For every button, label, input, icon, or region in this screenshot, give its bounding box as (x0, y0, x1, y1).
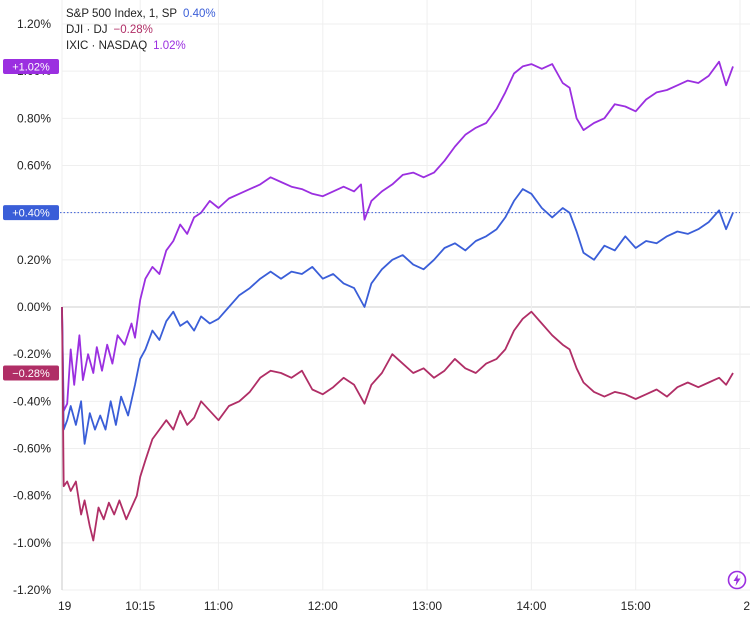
series-line[interactable] (61, 306, 734, 542)
x-tick-label: 14:00 (516, 599, 546, 613)
y-tick-label: 0.00% (17, 300, 51, 314)
price-badge-label: −0.28% (12, 368, 50, 380)
legend-item-ixic[interactable]: IXIC · NASDAQ 1.02% (66, 38, 216, 54)
legend-value: 1.02% (153, 40, 186, 52)
y-tick-label: -1.00% (13, 536, 51, 550)
y-tick-label: -0.20% (13, 347, 51, 361)
price-badge (3, 58, 59, 74)
legend-label: DJI · DJ (66, 24, 108, 36)
x-tick-label: 12:00 (308, 599, 338, 613)
legend-item-sp500[interactable]: S&P 500 Index, 1, SP 0.40% (66, 6, 216, 22)
legend-item-dji[interactable]: DJI · DJ −0.28% (66, 22, 216, 38)
y-tick-label: 0.20% (17, 253, 51, 267)
lightning-logo-icon[interactable] (727, 570, 747, 590)
price-badge-label: +1.02% (12, 61, 50, 73)
y-tick-label: 0.60% (17, 159, 51, 173)
price-badge-label: +0.40% (12, 208, 50, 220)
grid-lines (61, 0, 750, 591)
x-tick-label: 10:15 (125, 599, 155, 613)
y-tick-label: -0.80% (13, 489, 51, 503)
y-tick-label: -0.60% (13, 442, 51, 456)
y-tick-label: 0.80% (17, 111, 51, 125)
x-tick-label: 15:00 (621, 599, 651, 613)
x-tick-label: 2 (743, 599, 750, 613)
legend-label: IXIC · NASDAQ (66, 40, 148, 52)
price-badge (3, 365, 59, 381)
x-tick-label: 11:00 (204, 599, 233, 613)
price-badges: +1.02% +0.40% −0.28% (3, 58, 740, 381)
y-axis: 1.20%1.00%0.80%0.60%0.40%0.20%0.00%-0.20… (13, 17, 51, 597)
y-tick-label: -0.40% (13, 394, 51, 408)
x-axis: 19 10:15 11:00 12:00 13:00 14:00 15:00 2 (58, 599, 750, 613)
price-badge (3, 205, 59, 221)
legend-value: 0.40% (183, 8, 216, 20)
legend-value: −0.28% (113, 24, 153, 36)
series-line[interactable] (61, 60, 734, 412)
y-tick-label: -1.20% (13, 583, 51, 597)
legend-label: S&P 500 Index, 1, SP (66, 8, 178, 20)
legend: S&P 500 Index, 1, SP 0.40% DJI · DJ −0.28%… (66, 6, 216, 54)
series-lines (61, 60, 734, 542)
x-tick-label: 19 (58, 599, 72, 613)
y-tick-label: 1.20% (17, 17, 51, 31)
series-line[interactable] (61, 188, 734, 445)
x-tick-label: 13:00 (412, 599, 442, 613)
